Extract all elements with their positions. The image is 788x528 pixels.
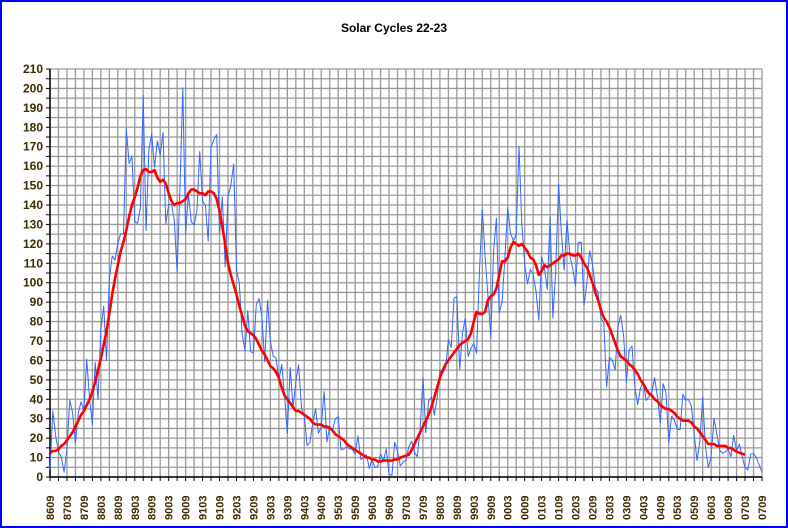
x-tick-label: 0309 — [621, 496, 633, 520]
x-tick-label: 0609 — [723, 496, 735, 520]
y-tick-label: 100 — [23, 276, 43, 290]
x-tick-label: 8609 — [45, 496, 57, 520]
x-tick-label: 9709 — [418, 496, 430, 520]
x-tick-label: 9809 — [452, 496, 464, 520]
x-tick-label: 8703 — [62, 496, 74, 520]
y-tick-label: 190 — [23, 101, 43, 115]
y-tick-label: 180 — [23, 120, 43, 134]
x-tick-label: 9703 — [401, 496, 413, 520]
x-tick-label: 8709 — [79, 496, 91, 520]
y-tick-label: 110 — [24, 256, 44, 270]
x-tick-label: 0509 — [689, 496, 701, 520]
x-tick-label: 0003 — [503, 496, 515, 520]
x-tick-label: 0709 — [757, 496, 769, 520]
y-tick-label: 210 — [23, 62, 43, 76]
x-tick-label: 9509 — [350, 496, 362, 520]
y-tick-label: 170 — [23, 140, 43, 154]
chart-title: Solar Cycles 22-23 — [340, 21, 448, 35]
x-tick-label: 9303 — [265, 496, 277, 520]
y-tick-label: 140 — [23, 198, 43, 212]
x-tick-label: 0209 — [587, 496, 599, 520]
y-tick-label: 150 — [23, 179, 43, 193]
x-tick-label: 0503 — [672, 496, 684, 520]
x-tick-label: 9403 — [299, 496, 311, 520]
y-tick-label: 90 — [30, 295, 44, 309]
y-tick-label: 20 — [30, 431, 44, 445]
x-tick-label: 8909 — [147, 496, 159, 520]
y-tick-label: 0 — [36, 470, 43, 484]
x-tick-label: 0703 — [740, 496, 752, 520]
x-tick-label: 9609 — [384, 496, 396, 520]
x-tick-label: 9909 — [486, 496, 498, 520]
x-tick-label: 9803 — [435, 496, 447, 520]
x-tick-label: 9503 — [333, 496, 345, 520]
x-tick-label: 0103 — [537, 496, 549, 520]
x-tick-label: 9309 — [282, 496, 294, 520]
series-smoothed-line — [49, 167, 746, 463]
x-tick-label: 0009 — [520, 496, 532, 520]
x-tick-label: 9209 — [248, 496, 260, 520]
x-tick-label: 9003 — [164, 496, 176, 520]
y-tick-label: 50 — [30, 373, 44, 387]
y-tick-label: 120 — [23, 237, 43, 251]
x-tick-label: 8803 — [96, 496, 108, 520]
x-tick-label: 0403 — [638, 496, 650, 520]
y-tick-label: 70 — [30, 334, 44, 348]
x-tick-label: 9903 — [469, 496, 481, 520]
x-tick-label: 0203 — [571, 496, 583, 520]
x-tick-label: 0109 — [554, 496, 566, 520]
x-tick-label: 9109 — [215, 496, 227, 520]
x-tick-label: 9103 — [198, 496, 210, 520]
y-tick-label: 80 — [30, 315, 44, 329]
x-tick-label: 9409 — [316, 496, 328, 520]
x-tick-label: 0409 — [655, 496, 667, 520]
x-tick-label: 8809 — [113, 496, 125, 520]
x-tick-label: 9009 — [181, 496, 193, 520]
y-tick-label: 160 — [23, 159, 43, 173]
y-tick-label: 60 — [30, 353, 44, 367]
x-tick-label: 9203 — [231, 496, 243, 520]
y-tick-label: 30 — [30, 412, 44, 426]
x-tick-label: 0303 — [604, 496, 616, 520]
x-tick-label: 8903 — [130, 496, 142, 520]
x-tick-label: 0603 — [706, 496, 718, 520]
y-tick-label: 200 — [23, 81, 43, 95]
y-tick-label: 10 — [30, 451, 44, 465]
x-tick-label: 9603 — [367, 496, 379, 520]
y-tick-label: 40 — [30, 392, 44, 406]
y-tick-label: 130 — [23, 217, 43, 231]
